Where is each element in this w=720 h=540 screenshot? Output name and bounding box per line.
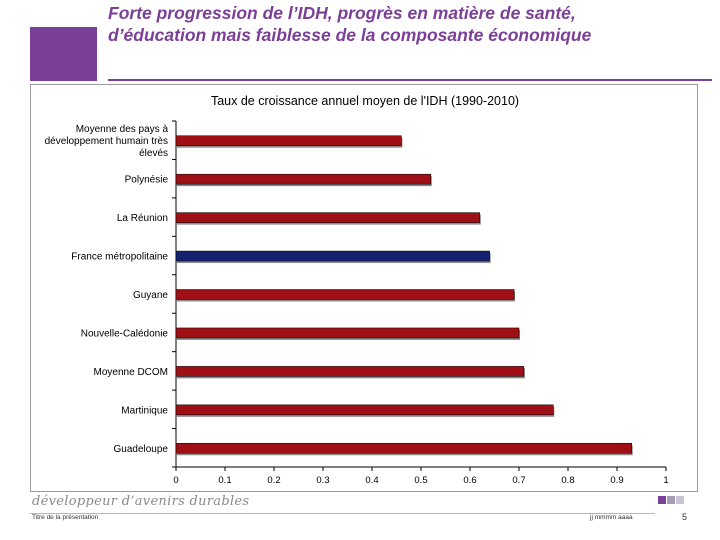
title-underline: [108, 79, 712, 81]
footer-squares: [658, 496, 686, 510]
category-label: Polynésie: [125, 175, 169, 186]
chart-frame: [30, 84, 698, 492]
footer-brand: développeur d’avenirs durables: [32, 494, 250, 509]
bar: [175, 173, 432, 185]
x-tick-label: 0.1: [218, 475, 231, 486]
x-tick-label: 0.9: [610, 475, 623, 486]
category-label-line: développement humain très: [45, 136, 168, 147]
chart-title: Taux de croissance annuel moyen de l'IDH…: [210, 94, 520, 108]
x-tick-label: 0.8: [561, 475, 574, 486]
bar: [175, 366, 525, 377]
x-tick-label: 1: [663, 475, 668, 486]
slide-title-line-2: d’éducation mais faiblesse de la composa…: [108, 25, 592, 45]
category-label: Moyenne des pays à développement humain t…: [45, 124, 169, 159]
category-label-line: Moyenne DCOM: [94, 367, 168, 378]
category-label: Guadeloupe: [114, 444, 169, 455]
x-tick-label: 0.7: [512, 475, 525, 486]
x-tick-label: 0.3: [316, 475, 329, 486]
slide-title-line-1: Forte progression de l’IDH, progrès en m…: [108, 3, 576, 23]
x-tick-label: 0.5: [414, 475, 427, 486]
slide-title: Forte progression de l’IDH, progrès en m…: [108, 2, 708, 46]
x-tick-label: 0: [173, 475, 178, 486]
bar: [175, 443, 632, 454]
bar: [175, 250, 490, 262]
category-label-line: élevés: [139, 148, 168, 159]
bar: [175, 404, 554, 416]
bar: [175, 212, 481, 223]
category-label: France métropolitaine: [71, 252, 168, 263]
footer-date: jj mmmm aaaa: [590, 514, 633, 521]
category-label: Guyane: [133, 290, 168, 301]
bar: [175, 289, 515, 300]
category-label-line: La Réunion: [117, 213, 168, 224]
category-label-line: Nouvelle-Calédonie: [81, 328, 169, 339]
bar: [175, 327, 520, 339]
x-tick-label: 0.4: [365, 475, 378, 486]
category-label-line: Martinique: [121, 405, 168, 416]
x-tick-label: 0.2: [267, 475, 280, 486]
page-number: 5: [682, 512, 688, 522]
footer-divider: [30, 513, 655, 514]
category-label-line: Guyane: [133, 290, 168, 301]
x-tick-label: 0.6: [463, 475, 476, 486]
bar: [175, 135, 402, 146]
footer-square-1: [658, 496, 666, 504]
footer-square-3: [676, 496, 684, 504]
category-label: La Réunion: [117, 213, 168, 224]
category-label-line: Guadeloupe: [114, 444, 169, 455]
footer-presentation-title: Titre de la présentation: [32, 514, 99, 521]
category-label-line: Moyenne des pays à: [76, 124, 169, 135]
category-label-line: Polynésie: [125, 175, 169, 186]
category-label: Nouvelle-Calédonie: [81, 328, 169, 339]
category-label-line: France métropolitaine: [71, 252, 168, 263]
title-accent-block: [30, 27, 97, 81]
footer-square-2: [667, 496, 675, 504]
category-label: Martinique: [121, 405, 168, 416]
category-label: Moyenne DCOM: [94, 367, 168, 378]
